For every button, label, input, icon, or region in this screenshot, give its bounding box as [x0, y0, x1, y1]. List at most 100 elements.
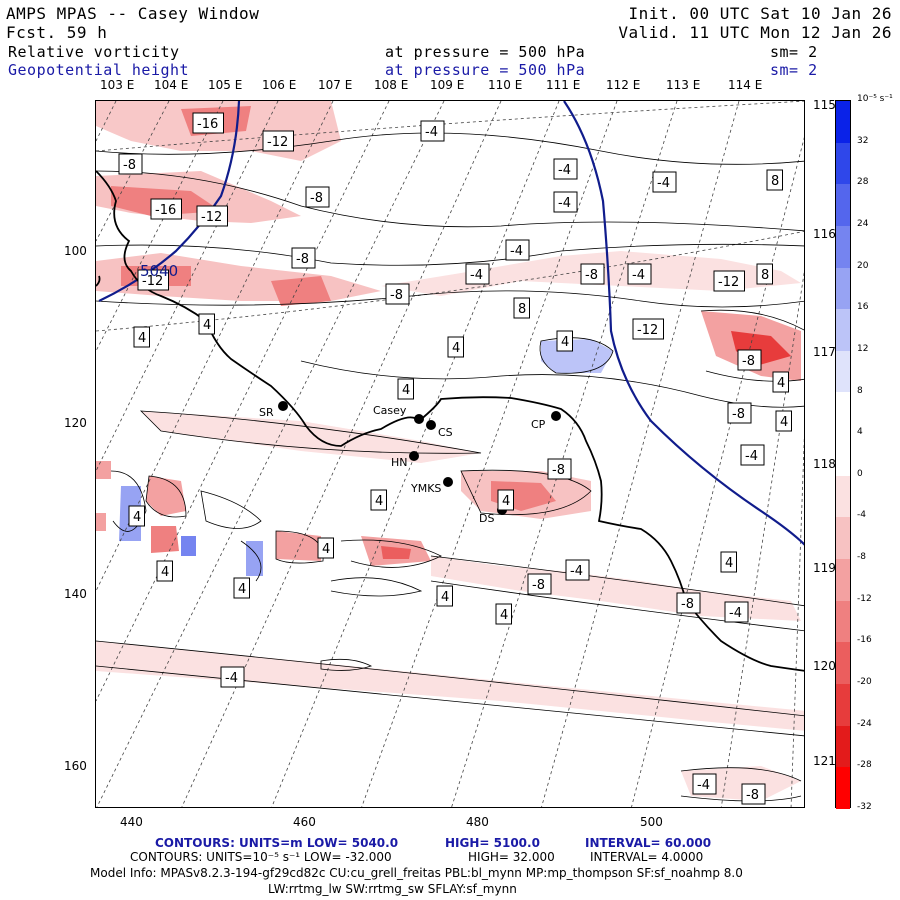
field1-smoothing: sm= 2 [770, 43, 818, 61]
colorbar-swatch [836, 392, 850, 435]
svg-text:5040: 5040 [140, 262, 178, 280]
colorbar-swatch [836, 267, 850, 310]
svg-text:4: 4 [441, 590, 449, 605]
contour-label: -4 [220, 666, 245, 688]
x-tick-label: 480 [466, 815, 489, 829]
colorbar-label: 16 [857, 302, 869, 313]
contour-label: -8 [737, 349, 762, 371]
footer-model-physics: LW:rrtmg_lw SW:rrtmg_sw SFLAY:sf_mynn [268, 882, 517, 896]
station-label-ymks: YMKS [410, 482, 441, 495]
x-tick-label: 440 [120, 815, 143, 829]
lon-label: 114 E [728, 78, 763, 92]
contour-label: 4 [772, 371, 789, 393]
field2-level: at pressure = 500 hPa [385, 61, 586, 79]
svg-text:4: 4 [561, 335, 569, 350]
svg-text:-4: -4 [470, 268, 483, 283]
map-panel[interactable]: SR Casey CS CP HN YMKS DS -16 -12 -8 -16 -12… [95, 100, 805, 808]
contour-label: -8 [727, 402, 752, 424]
contour-label: -4 [565, 559, 590, 581]
contour-label: -12 [713, 270, 745, 292]
station-label-ds: DS [479, 512, 494, 525]
contour-label: -4 [465, 263, 490, 285]
colorbar-label: 28 [857, 177, 869, 188]
contour-label: 8 [766, 169, 783, 191]
colorbar-swatch [836, 434, 850, 476]
contour-label: 4 [495, 603, 512, 625]
contour-label: 5040 [140, 262, 178, 280]
colorbar-swatch [836, 725, 850, 768]
svg-text:-12: -12 [201, 210, 222, 225]
svg-text:-4: -4 [570, 564, 583, 579]
contour-label: 4 [128, 505, 145, 527]
colorbar-label: 4 [857, 427, 863, 438]
svg-text:4: 4 [725, 556, 733, 571]
y-tick-label: 100 [64, 244, 87, 258]
colorbar-units: 10⁻⁵ s⁻¹ [857, 94, 893, 104]
contour-label: -8 [385, 283, 410, 305]
svg-text:4: 4 [777, 376, 785, 391]
svg-text:-12: -12 [267, 135, 288, 150]
svg-text:-8: -8 [552, 463, 565, 478]
svg-text:-4: -4 [632, 268, 645, 283]
lon-label: 110 E [488, 78, 523, 92]
colorbar-swatch [836, 559, 850, 601]
colorbar-swatch [836, 142, 850, 185]
colorbar-swatch [836, 600, 850, 643]
svg-text:-8: -8 [585, 268, 598, 283]
svg-text:-4: -4 [558, 163, 571, 178]
contour-label: 4 [133, 326, 150, 348]
coastline [96, 170, 804, 672]
svg-text:-4: -4 [425, 125, 438, 140]
contour-label: -16 [150, 198, 182, 220]
station-label-hn: HN [391, 456, 408, 469]
svg-text:8: 8 [518, 302, 526, 317]
field1-level: at pressure = 500 hPa [385, 43, 586, 61]
contour-label: -12 [632, 318, 664, 340]
contour-label: -4 [652, 171, 677, 193]
contour-label: -8 [291, 247, 316, 269]
contour-label: -4 [740, 444, 765, 466]
footer-height-low: CONTOURS: UNITS=m LOW= 5040.0 [155, 836, 399, 850]
svg-text:-16: -16 [155, 203, 176, 218]
svg-text:-8: -8 [532, 578, 545, 593]
colorbar-label: 20 [857, 260, 869, 271]
colorbar-swatch [836, 101, 850, 143]
lon-label: 107 E [318, 78, 353, 92]
field1-name: Relative vorticity [8, 43, 180, 61]
lon-label: 113 E [666, 78, 701, 92]
colorbar-label: -32 [857, 802, 872, 812]
svg-text:-4: -4 [745, 449, 758, 464]
svg-text:4: 4 [452, 341, 460, 356]
colorbar-swatch [836, 642, 850, 684]
station-labels: SR Casey CS CP HN YMKS DS [259, 404, 546, 525]
colorbar-label: -28 [857, 760, 872, 771]
svg-text:8: 8 [761, 268, 769, 283]
svg-text:-8: -8 [310, 191, 323, 206]
svg-text:4: 4 [500, 608, 508, 623]
lon-label: 112 E [606, 78, 641, 92]
svg-text:4: 4 [133, 510, 141, 525]
app-title: AMPS MPAS -- Casey Window [6, 4, 260, 23]
lon-label: 109 E [430, 78, 465, 92]
svg-text:8: 8 [771, 174, 779, 189]
colorbar-swatch [836, 309, 850, 351]
contour-label: 4 [233, 577, 250, 599]
footer-model-info: Model Info: MPASv8.2.3-194-gf29cd82c CU:… [90, 866, 743, 880]
contour-label: -8 [118, 153, 143, 175]
svg-text:-12: -12 [637, 323, 658, 338]
contour-label: -12 [196, 205, 228, 227]
lat-lon-grid [96, 101, 804, 807]
init-time: Init. 00 UTC Sat 10 Jan 26 [628, 4, 892, 23]
lon-label: 105 E [208, 78, 243, 92]
contour-label: -8 [580, 263, 605, 285]
footer-height-high: HIGH= 5100.0 [445, 836, 540, 850]
colorbar-label: 24 [857, 218, 869, 229]
colorbar-label: -4 [857, 510, 866, 521]
svg-text:4: 4 [161, 565, 169, 580]
colorbar-label: 12 [857, 343, 869, 354]
svg-text:-8: -8 [746, 788, 759, 803]
contour-label: 4 [775, 410, 792, 432]
colorbar-swatch [836, 683, 850, 726]
contour-label: -4 [692, 773, 717, 795]
vorticity-contours [96, 132, 804, 802]
